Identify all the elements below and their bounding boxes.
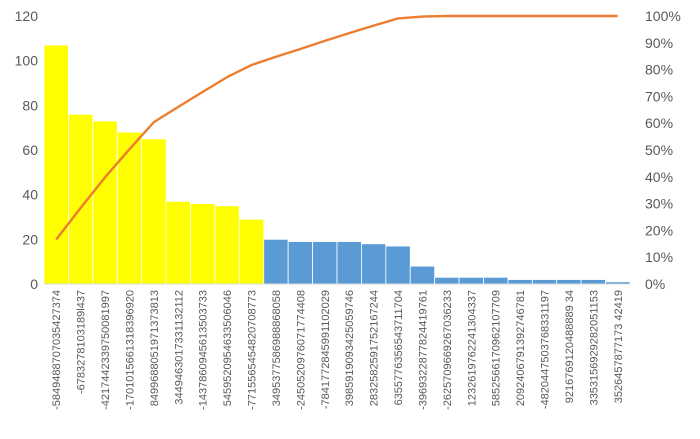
category-label: 2832582591752167244: [369, 290, 381, 406]
category-label: -4820447503768331197: [540, 290, 552, 409]
y-tick-label: 40: [22, 187, 38, 203]
y2-tick-label: 0%: [645, 276, 665, 292]
y2-tick-label: 50%: [645, 142, 673, 158]
y-tick-label: 100: [15, 53, 39, 69]
y2-tick-label: 80%: [645, 62, 673, 78]
bar: [190, 203, 216, 285]
y2-tick-label: 30%: [645, 196, 673, 212]
bar: [361, 243, 387, 285]
bar: [434, 276, 460, 285]
y-tick-label: 80: [22, 97, 38, 113]
category-label: -2450520976071774408: [295, 290, 307, 410]
category-label: -6783278103189l437: [76, 290, 88, 394]
category-label: -7841772845991102029: [320, 290, 332, 409]
category-label: 3985919093425059746: [344, 290, 356, 406]
category-label: -4217442339750081997: [100, 290, 112, 410]
category-label: 3526457877173 42419: [613, 290, 625, 403]
cumulative-line: [55, 14, 618, 241]
category-label: 3495377586988868058: [271, 290, 283, 406]
bar: [214, 205, 240, 285]
category-label: -3969322877824419761: [417, 290, 429, 410]
y2-tick-label: 60%: [645, 115, 673, 131]
category-label: 1232619762241304337: [466, 290, 478, 406]
y2-tick-label: 70%: [645, 88, 673, 104]
bar: [531, 279, 558, 285]
bar: [385, 245, 411, 285]
bar: [458, 276, 484, 285]
y-tick-label: 0: [30, 276, 38, 292]
y-tick-label: 120: [15, 8, 39, 24]
category-label: 9216769120488889 34: [564, 290, 576, 403]
y2-tick-label: 100%: [645, 8, 681, 24]
bar: [263, 238, 289, 285]
bar: [116, 131, 143, 285]
category-label: -1437860945613503733: [198, 290, 210, 410]
bar: [483, 276, 509, 285]
category-label: -1701015661318396920: [124, 290, 136, 410]
bar: [507, 279, 533, 285]
bar: [68, 113, 94, 285]
y-tick-label: 20: [22, 231, 38, 247]
bar: [141, 138, 167, 285]
category-label: 8499688051971373813: [149, 290, 161, 406]
bar: [312, 241, 338, 285]
y2-tick-label: 40%: [645, 169, 673, 185]
bar: [92, 120, 118, 285]
bar: [238, 218, 265, 285]
bar: [165, 200, 191, 285]
bar: [556, 279, 582, 285]
category-label: 5852566170962107709: [491, 290, 503, 406]
category-label: 2092406791392746781: [515, 290, 527, 406]
category-label: 3449463017331132112: [173, 290, 185, 405]
category-label: -5849488707035427374: [51, 290, 63, 410]
y2-tick-label: 20%: [645, 222, 673, 238]
category-label: -2625709669267036233: [442, 290, 454, 410]
category-label: 5459520954633506046: [222, 290, 234, 406]
bar: [580, 279, 606, 285]
y2-tick-label: 10%: [645, 249, 673, 265]
y-tick-label: 60: [22, 142, 38, 158]
category-label: 6355776356543711704: [393, 290, 405, 405]
bar: [43, 44, 69, 285]
y2-tick-label: 90%: [645, 35, 673, 51]
bars: [43, 44, 631, 285]
bar: [409, 265, 436, 285]
category-label: -7715565454820708773: [247, 290, 259, 410]
category-label: 3353156929282051153: [588, 290, 600, 405]
bar: [336, 241, 362, 285]
bar: [287, 241, 313, 285]
